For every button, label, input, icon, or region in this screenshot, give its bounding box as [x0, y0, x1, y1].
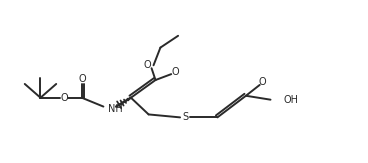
Text: O: O [60, 93, 68, 103]
Text: O: O [144, 60, 152, 70]
Text: O: O [79, 74, 86, 84]
Text: OH: OH [283, 95, 298, 105]
Text: O: O [171, 67, 179, 77]
Text: NH: NH [108, 104, 123, 114]
Text: O: O [259, 77, 266, 87]
Text: S: S [182, 112, 188, 122]
